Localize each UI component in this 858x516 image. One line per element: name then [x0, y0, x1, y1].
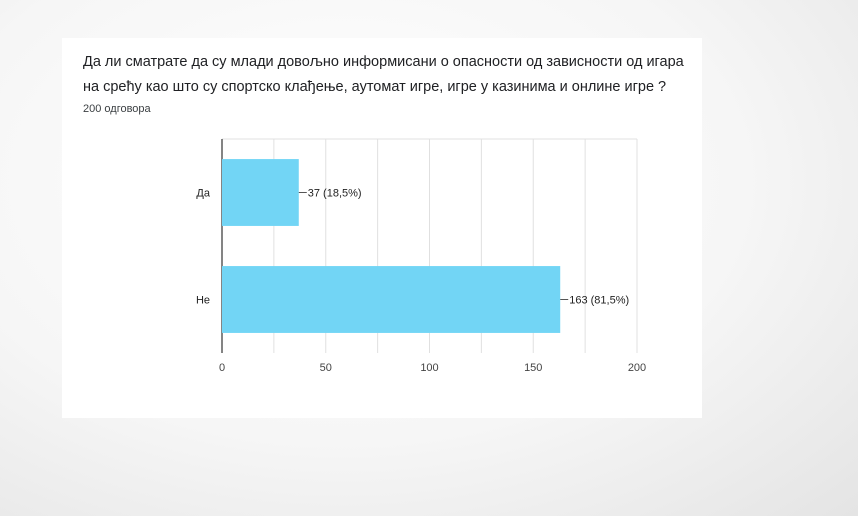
- survey-card: [62, 38, 702, 418]
- category-label: Да: [196, 188, 210, 200]
- bars: [222, 159, 561, 333]
- x-tick-label: 200: [628, 362, 646, 374]
- data-label: 37 (18,5%): [308, 188, 362, 200]
- x-tick-label: 100: [420, 362, 438, 374]
- bar-1: [222, 159, 299, 226]
- bar-2: [222, 266, 561, 333]
- data-label: 163 (81,5%): [569, 295, 629, 307]
- x-tick-label: 50: [320, 362, 332, 374]
- question-title: Да ли сматрате да су млади довољно инфор…: [83, 54, 684, 95]
- x-tick-label: 0: [219, 362, 225, 374]
- x-tick-label: 150: [524, 362, 542, 374]
- labels: Да 37 (18,5%) Не 163 (81,5%) 0 50 100 150 200: [196, 188, 646, 375]
- category-label: Не: [196, 295, 210, 307]
- response-count: 200 одговора: [83, 103, 151, 115]
